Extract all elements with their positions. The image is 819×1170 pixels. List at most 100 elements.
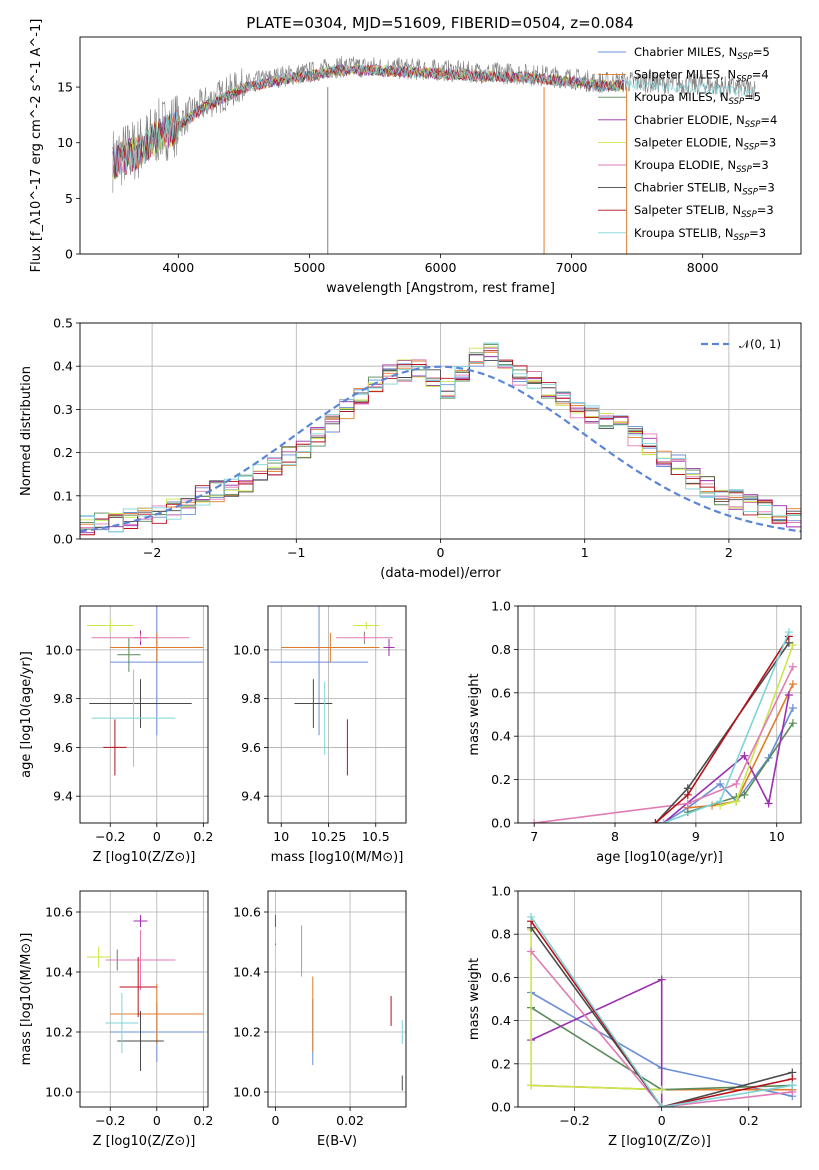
y-axis-label: mass weight (467, 958, 482, 1040)
spectrum-model-line (112, 64, 755, 175)
spectrum-model-line (112, 65, 624, 180)
x-tick-label: −0.2 (95, 829, 125, 844)
axes-frame (79, 890, 209, 1108)
x-tick-label: −2 (143, 545, 161, 560)
weight-marker (788, 680, 797, 689)
x-tick-label: 0 (271, 1113, 279, 1128)
y-tick-label: 0.8 (491, 642, 511, 657)
y-tick-label: 10.0 (45, 1085, 73, 1100)
weight-marker (788, 641, 797, 650)
x-axis-label: age [log10(age/yr)] (596, 850, 723, 865)
y-tick-label: 0.6 (491, 685, 511, 700)
legend-label: Kroupa MILES, NSSP=5 (634, 90, 761, 107)
y-tick-label: 0.6 (491, 970, 511, 985)
legend-label: Chabrier MILES, NSSP=5 (634, 45, 770, 62)
x-tick-label: 0 (153, 1113, 161, 1128)
weight-marker (716, 779, 725, 788)
axes-age-vs-Z: −0.2 0 0.2 9.4 9.6 9.8 10.0 Z [log10(Z/Z⊙)] age … (19, 605, 213, 865)
legend-label: Kroupa ELODIE, NSSP=3 (634, 158, 769, 175)
legend-label: Salpeter STELIB, NSSP=3 (634, 203, 774, 220)
x-axis-label: Z [log10(Z/Z⊙)] (608, 1134, 711, 1149)
weight-marker (683, 799, 692, 808)
y-tick-label: 0.4 (53, 359, 73, 374)
weight-marker (657, 975, 666, 984)
weight-marker (788, 1081, 797, 1090)
weight-line (530, 950, 793, 1107)
y-tick-label: 5 (65, 191, 73, 206)
axes-age-vs-mass: 10 10.25 10.5 9.4 9.6 9.8 10.0 mass [log10(M/M⊙… (233, 605, 407, 865)
x-tick-label: 8 (611, 829, 619, 844)
weight-marker (784, 628, 793, 637)
weight-marker (530, 819, 539, 823)
y-tick-label: 1.0 (491, 599, 511, 614)
weight-marker (784, 690, 793, 699)
y-tick-label: 10.0 (45, 642, 73, 657)
x-tick-label: 10.5 (362, 829, 390, 844)
weight-marker (732, 797, 741, 806)
y-axis-label: mass weight (467, 673, 482, 755)
y-tick-label: 10.6 (45, 905, 73, 920)
axes-weight-vs-age: 7 8 9 10 0.0 0.2 0.4 0.6 0.8 1.0 age [log10(age/yr… (467, 599, 802, 865)
axes-frame (517, 605, 802, 824)
plot-area (86, 606, 204, 776)
x-tick-label: 7000 (556, 260, 588, 275)
axes-frame (79, 605, 209, 824)
x-tick-label: 6000 (425, 260, 457, 275)
gaussian-curve (80, 365, 801, 533)
x-tick-label: 10 (769, 829, 785, 844)
plot-area (530, 628, 797, 823)
y-tick-label: 0 (65, 247, 73, 262)
x-axis-label: wavelength [Angstrom, rest frame] (326, 281, 555, 296)
axes-spectrum: 4000 5000 6000 7000 8000 0 5 10 15 wavelength [An… (29, 19, 802, 296)
y-tick-label: 0.1 (53, 488, 73, 503)
weight-marker (651, 819, 660, 823)
x-tick-label: −1 (287, 545, 305, 560)
x-tick-label: 9 (692, 829, 700, 844)
y-tick-label: 10.6 (233, 905, 261, 920)
y-axis-label: age [log10(age/yr)] (19, 651, 34, 778)
axes-residuals: −2 −1 0 1 2 0.0 0.1 0.2 0.3 0.4 0.5 (data-model)/er… (19, 316, 802, 581)
y-tick-label: 0.8 (491, 927, 511, 942)
y-tick-label: 10.4 (45, 965, 73, 980)
weight-line (530, 916, 793, 1107)
weight-marker (657, 1103, 666, 1107)
y-tick-label: 9.4 (241, 789, 261, 804)
y-tick-label: 0.4 (491, 729, 511, 744)
weight-line (530, 920, 793, 1107)
y-tick-label: 0.4 (491, 1013, 511, 1028)
axes-mass-vs-ebv: 0 0.02 10.0 10.2 10.4 10.6 E(B-V) (233, 890, 407, 1149)
y-tick-label: 0.3 (53, 402, 73, 417)
y-tick-label: 9.8 (241, 691, 261, 706)
y-axis-label: Normed distribution (19, 366, 34, 496)
weight-marker (740, 751, 749, 760)
y-tick-label: 0.2 (491, 772, 511, 787)
y-tick-label: 10.2 (233, 1025, 261, 1040)
axes-frame (267, 605, 407, 824)
plot-area (274, 915, 403, 1091)
y-axis-label: mass [log10(M/M⊙)] (19, 933, 34, 1066)
y-tick-label: 9.6 (53, 740, 73, 755)
weight-marker (788, 662, 797, 671)
legend-label: Salpeter ELODIE, NSSP=3 (634, 135, 776, 152)
y-tick-label: 1.0 (491, 884, 511, 899)
plot-area (80, 342, 801, 539)
histogram-step (80, 342, 801, 539)
x-tick-label: 4000 (162, 260, 194, 275)
x-tick-label: 10.25 (311, 829, 347, 844)
y-tick-label: 9.6 (241, 740, 261, 755)
figure-title: PLATE=0304, MJD=51609, FIBERID=0504, z=0… (246, 14, 633, 32)
y-tick-label: 10.4 (233, 965, 261, 980)
weight-line (662, 694, 790, 823)
y-tick-label: 0.0 (491, 816, 511, 831)
weight-marker (527, 947, 536, 956)
axes-frame (267, 890, 407, 1108)
x-tick-label: 1 (581, 545, 589, 560)
y-tick-label: 15 (57, 80, 73, 95)
x-tick-label: 0.2 (739, 1113, 759, 1128)
weight-line (534, 666, 794, 823)
axes-weight-vs-Z: −0.2 0 0.2 0.0 0.2 0.4 0.6 0.8 1.0 Z [log10(Z/Z⊙)… (467, 884, 802, 1149)
x-tick-label: 0.2 (193, 829, 213, 844)
legend-label: 𝒩(0, 1) (739, 337, 781, 351)
